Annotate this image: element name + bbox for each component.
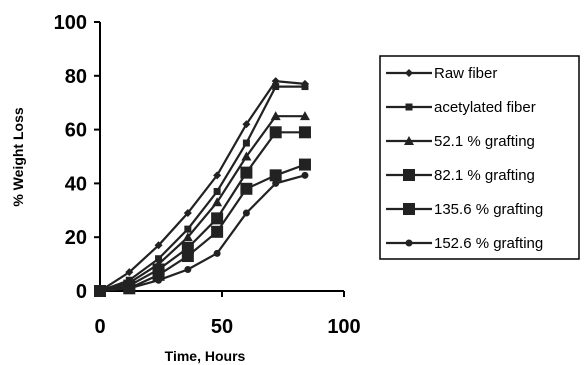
legend-marker	[403, 169, 415, 181]
data-point	[184, 225, 192, 233]
y-tick-label: 40	[65, 173, 87, 195]
data-point	[183, 208, 192, 217]
legend-label: acetylated fiber	[434, 99, 536, 116]
data-point	[301, 83, 309, 91]
series-line-1	[99, 80, 306, 292]
legend-box	[379, 55, 580, 260]
series-line-2	[99, 85, 305, 293]
data-point	[298, 158, 311, 171]
axes	[99, 22, 344, 292]
legend-marker	[404, 136, 414, 145]
data-point	[242, 120, 251, 129]
data-point	[298, 126, 311, 139]
data-point	[269, 126, 282, 139]
data-point	[301, 171, 309, 179]
legend-label: 152.6 % grafting	[434, 235, 543, 252]
y-tick-label: 80	[65, 66, 87, 88]
legend-marker	[405, 69, 413, 77]
y-tick-label: 20	[65, 227, 87, 249]
y-axis-title: % Weight Loss	[10, 107, 26, 207]
data-point	[242, 209, 250, 217]
data-point	[211, 225, 224, 238]
data-point	[242, 139, 250, 147]
y-tick-label: 60	[65, 120, 87, 142]
legend-label: 82.1 % grafting	[434, 167, 535, 184]
data-point	[272, 83, 280, 91]
data-point	[241, 151, 252, 161]
data-point	[272, 179, 280, 187]
y-tick-label: 100	[54, 12, 87, 34]
data-point	[155, 276, 163, 284]
data-point	[125, 284, 133, 292]
data-point	[181, 250, 194, 263]
x-axis-title: Time, Hours	[165, 348, 246, 364]
legend-label: 52.1 % grafting	[434, 133, 535, 150]
data-point	[212, 197, 223, 207]
data-point	[240, 182, 253, 195]
y-tick-label: 0	[76, 281, 87, 303]
data-point	[270, 111, 281, 121]
data-point	[154, 241, 163, 250]
data-point	[125, 268, 134, 277]
x-tick-label: 0	[94, 316, 105, 338]
data-point	[182, 232, 193, 242]
legend-marker	[405, 239, 413, 247]
series-line-3	[99, 115, 305, 293]
data-point	[213, 171, 222, 180]
data-point	[269, 169, 282, 182]
data-point	[213, 187, 221, 195]
data-point	[299, 111, 310, 121]
data-point	[152, 268, 165, 281]
x-tick-label: 50	[211, 316, 233, 338]
legend-label: 135.6 % grafting	[434, 201, 543, 218]
legend-marker	[405, 103, 413, 111]
data-point	[155, 255, 163, 263]
data-point	[96, 287, 104, 295]
x-tick-label: 100	[327, 316, 360, 338]
legend: Raw fiber acetylated fiber 52.1 % grafting…	[379, 55, 580, 260]
data-point	[211, 212, 224, 225]
legend-label: Raw fiber	[434, 65, 497, 82]
data-point	[213, 249, 221, 257]
data-point	[240, 166, 253, 179]
legend-marker	[403, 203, 415, 215]
data-point	[184, 265, 192, 273]
